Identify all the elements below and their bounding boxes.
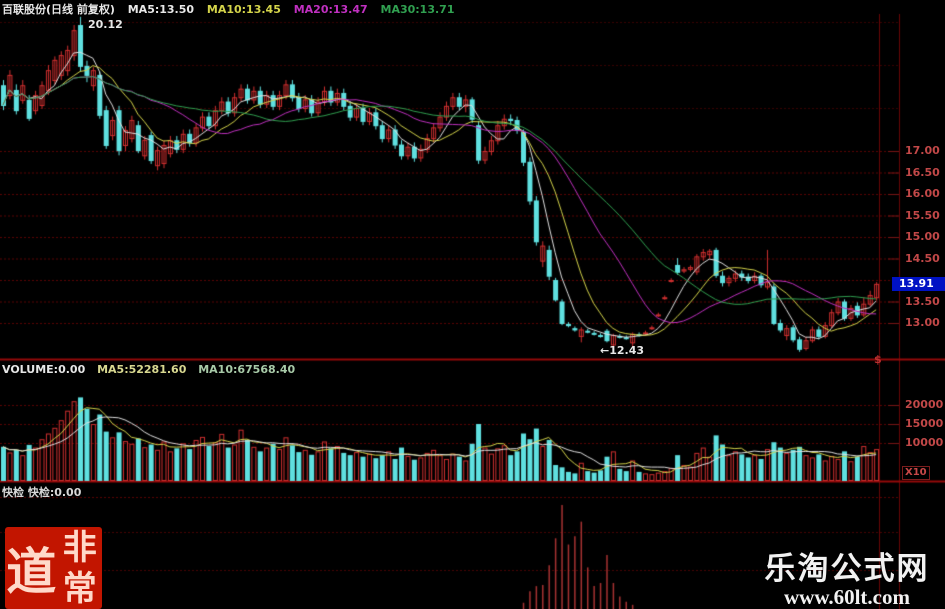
seal-stamp: 非 常 道 (5, 527, 102, 609)
price-axis-label: 15.00 (905, 230, 940, 243)
ma5-value: MA5:13.50 (127, 3, 195, 16)
last-price-value: 13.91 (899, 276, 934, 290)
price-axis-label: 14.50 (905, 251, 940, 265)
seal-char-fei: 非 (62, 527, 97, 568)
ma20-value: MA20:13.47 (293, 3, 368, 16)
volume-ma5-value: MA5:52281.60 (97, 363, 187, 376)
price-axis-label: 16.50 (905, 165, 940, 179)
seal-right-column: 非 常 (57, 527, 102, 609)
price-axis-label: 17.00 (905, 144, 940, 157)
watermark: 乐淘公式网 www.60lt.com (757, 552, 937, 608)
indicator-header: 快检 快检:0.00 (2, 486, 82, 499)
volume-header: VOLUME:0.00 MA5:52281.60 MA10:67568.40 (2, 363, 303, 376)
volume-axis-label: 15000 (905, 417, 944, 430)
last-price-box: 13.91 (892, 276, 945, 291)
volume-axis-label: 20000 (905, 398, 944, 411)
low-price-annotation: ←12.43 (600, 344, 645, 357)
volume-axis-label: 10000 (905, 436, 944, 449)
stock-title: 百联股份(日线 前复权) (2, 3, 115, 16)
watermark-url: www.60lt.com (784, 585, 910, 609)
dollar-marker: $ (874, 353, 882, 366)
ma30-value: MA30:13.71 (380, 3, 455, 16)
chart-header: 百联股份(日线 前复权) MA5:13.50 MA10:13.45 MA20:1… (2, 1, 463, 17)
seal-char-dao: 道 (6, 543, 57, 601)
volume-ma10-value: MA10:67568.40 (198, 363, 296, 376)
price-axis-label: 16.00 (905, 187, 940, 200)
seal-char-chang: 常 (62, 568, 97, 609)
ma10-value: MA10:13.45 (206, 3, 281, 16)
peak-price-annotation: 20.12 (88, 18, 123, 31)
price-axis-label: 13.50 (905, 294, 940, 308)
price-axis-label: 15.50 (905, 208, 940, 222)
price-axis-label: 13.00 (905, 316, 940, 329)
volume-value: VOLUME:0.00 (2, 363, 86, 376)
volume-multiplier-label: X10 (902, 466, 930, 480)
watermark-site-name: 乐淘公式网 (764, 551, 930, 587)
